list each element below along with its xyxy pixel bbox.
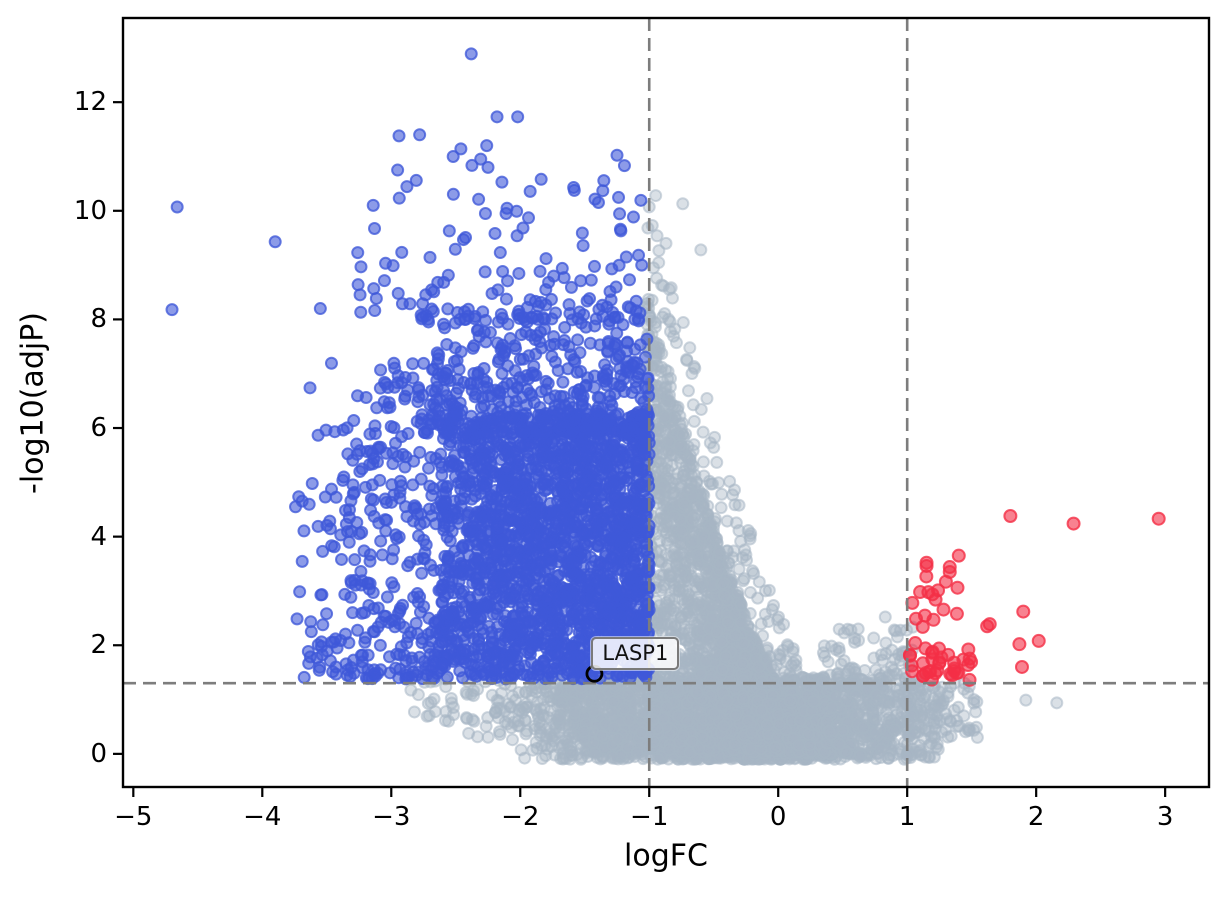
y-tick-label: 2 [90,630,107,661]
x-tick-label: 3 [1156,802,1174,832]
x-tick-label: −1 [630,802,669,832]
y-tick-label: 0 [90,738,107,769]
x-axis-label: logFC [624,838,708,874]
y-tick-label: 10 [73,195,107,226]
y-tick-label: 6 [90,413,107,444]
x-tick-label: 0 [769,802,787,832]
y-tick-label: 8 [90,304,107,335]
y-axis-label: -log10(adjP) [15,311,51,494]
y-tick-label: 4 [90,521,107,552]
x-tick-label: −5 [114,802,153,832]
annotation-label-lasp1: LASP1 [591,636,680,670]
x-tick-label: −3 [372,802,411,832]
x-tick-label: −4 [243,802,282,832]
x-tick-label: 2 [1027,802,1045,832]
x-tick-label: 1 [898,802,916,832]
y-tick-label: 12 [73,87,107,118]
x-tick-label: −2 [501,802,540,832]
